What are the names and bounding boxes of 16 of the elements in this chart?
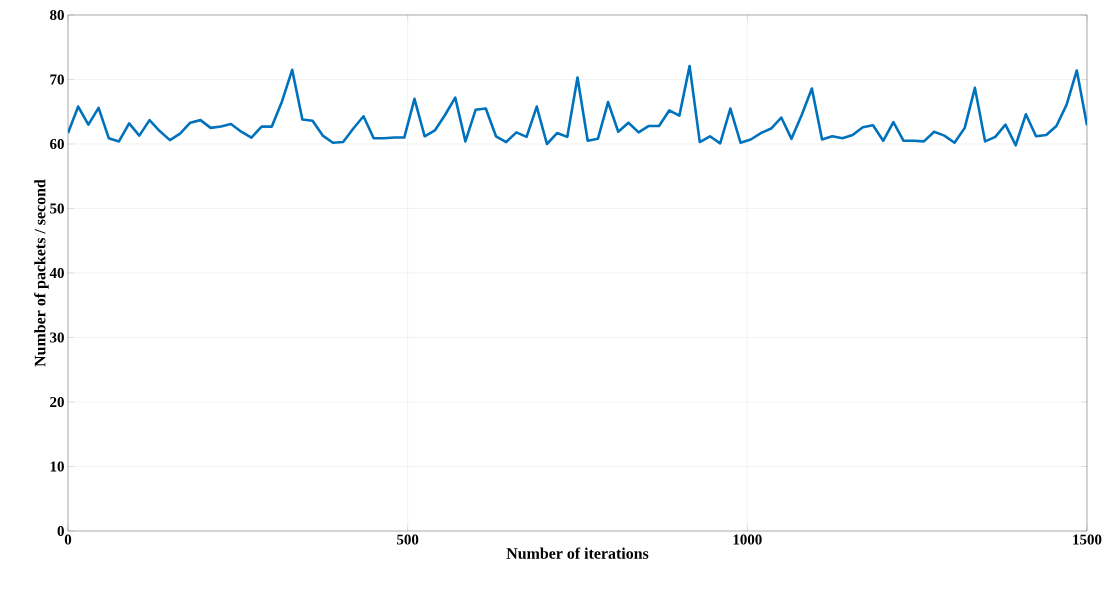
y-tick-label: 70 bbox=[50, 74, 64, 85]
x-axis-title: Number of iterations bbox=[506, 547, 649, 559]
x-tick-label: 500 bbox=[397, 534, 419, 545]
y-tick-label: 0 bbox=[57, 525, 64, 537]
y-tick-label: 30 bbox=[50, 332, 64, 343]
line-series bbox=[68, 64, 1087, 147]
x-tick-label: 1500 bbox=[1073, 534, 1102, 545]
x-tick-label: 0 bbox=[64, 534, 72, 545]
y-tick-label: 60 bbox=[50, 138, 64, 150]
y-tick-label: 50 bbox=[50, 203, 64, 214]
y-tick-label: 40 bbox=[49, 267, 64, 279]
y-tick-label: 20 bbox=[50, 396, 64, 408]
y-tick-label: 80 bbox=[50, 9, 64, 21]
y-tick-label: 10 bbox=[50, 461, 64, 472]
y-axis-title: Number of packets / second bbox=[34, 179, 49, 367]
x-tick-label: 1000 bbox=[733, 534, 762, 545]
